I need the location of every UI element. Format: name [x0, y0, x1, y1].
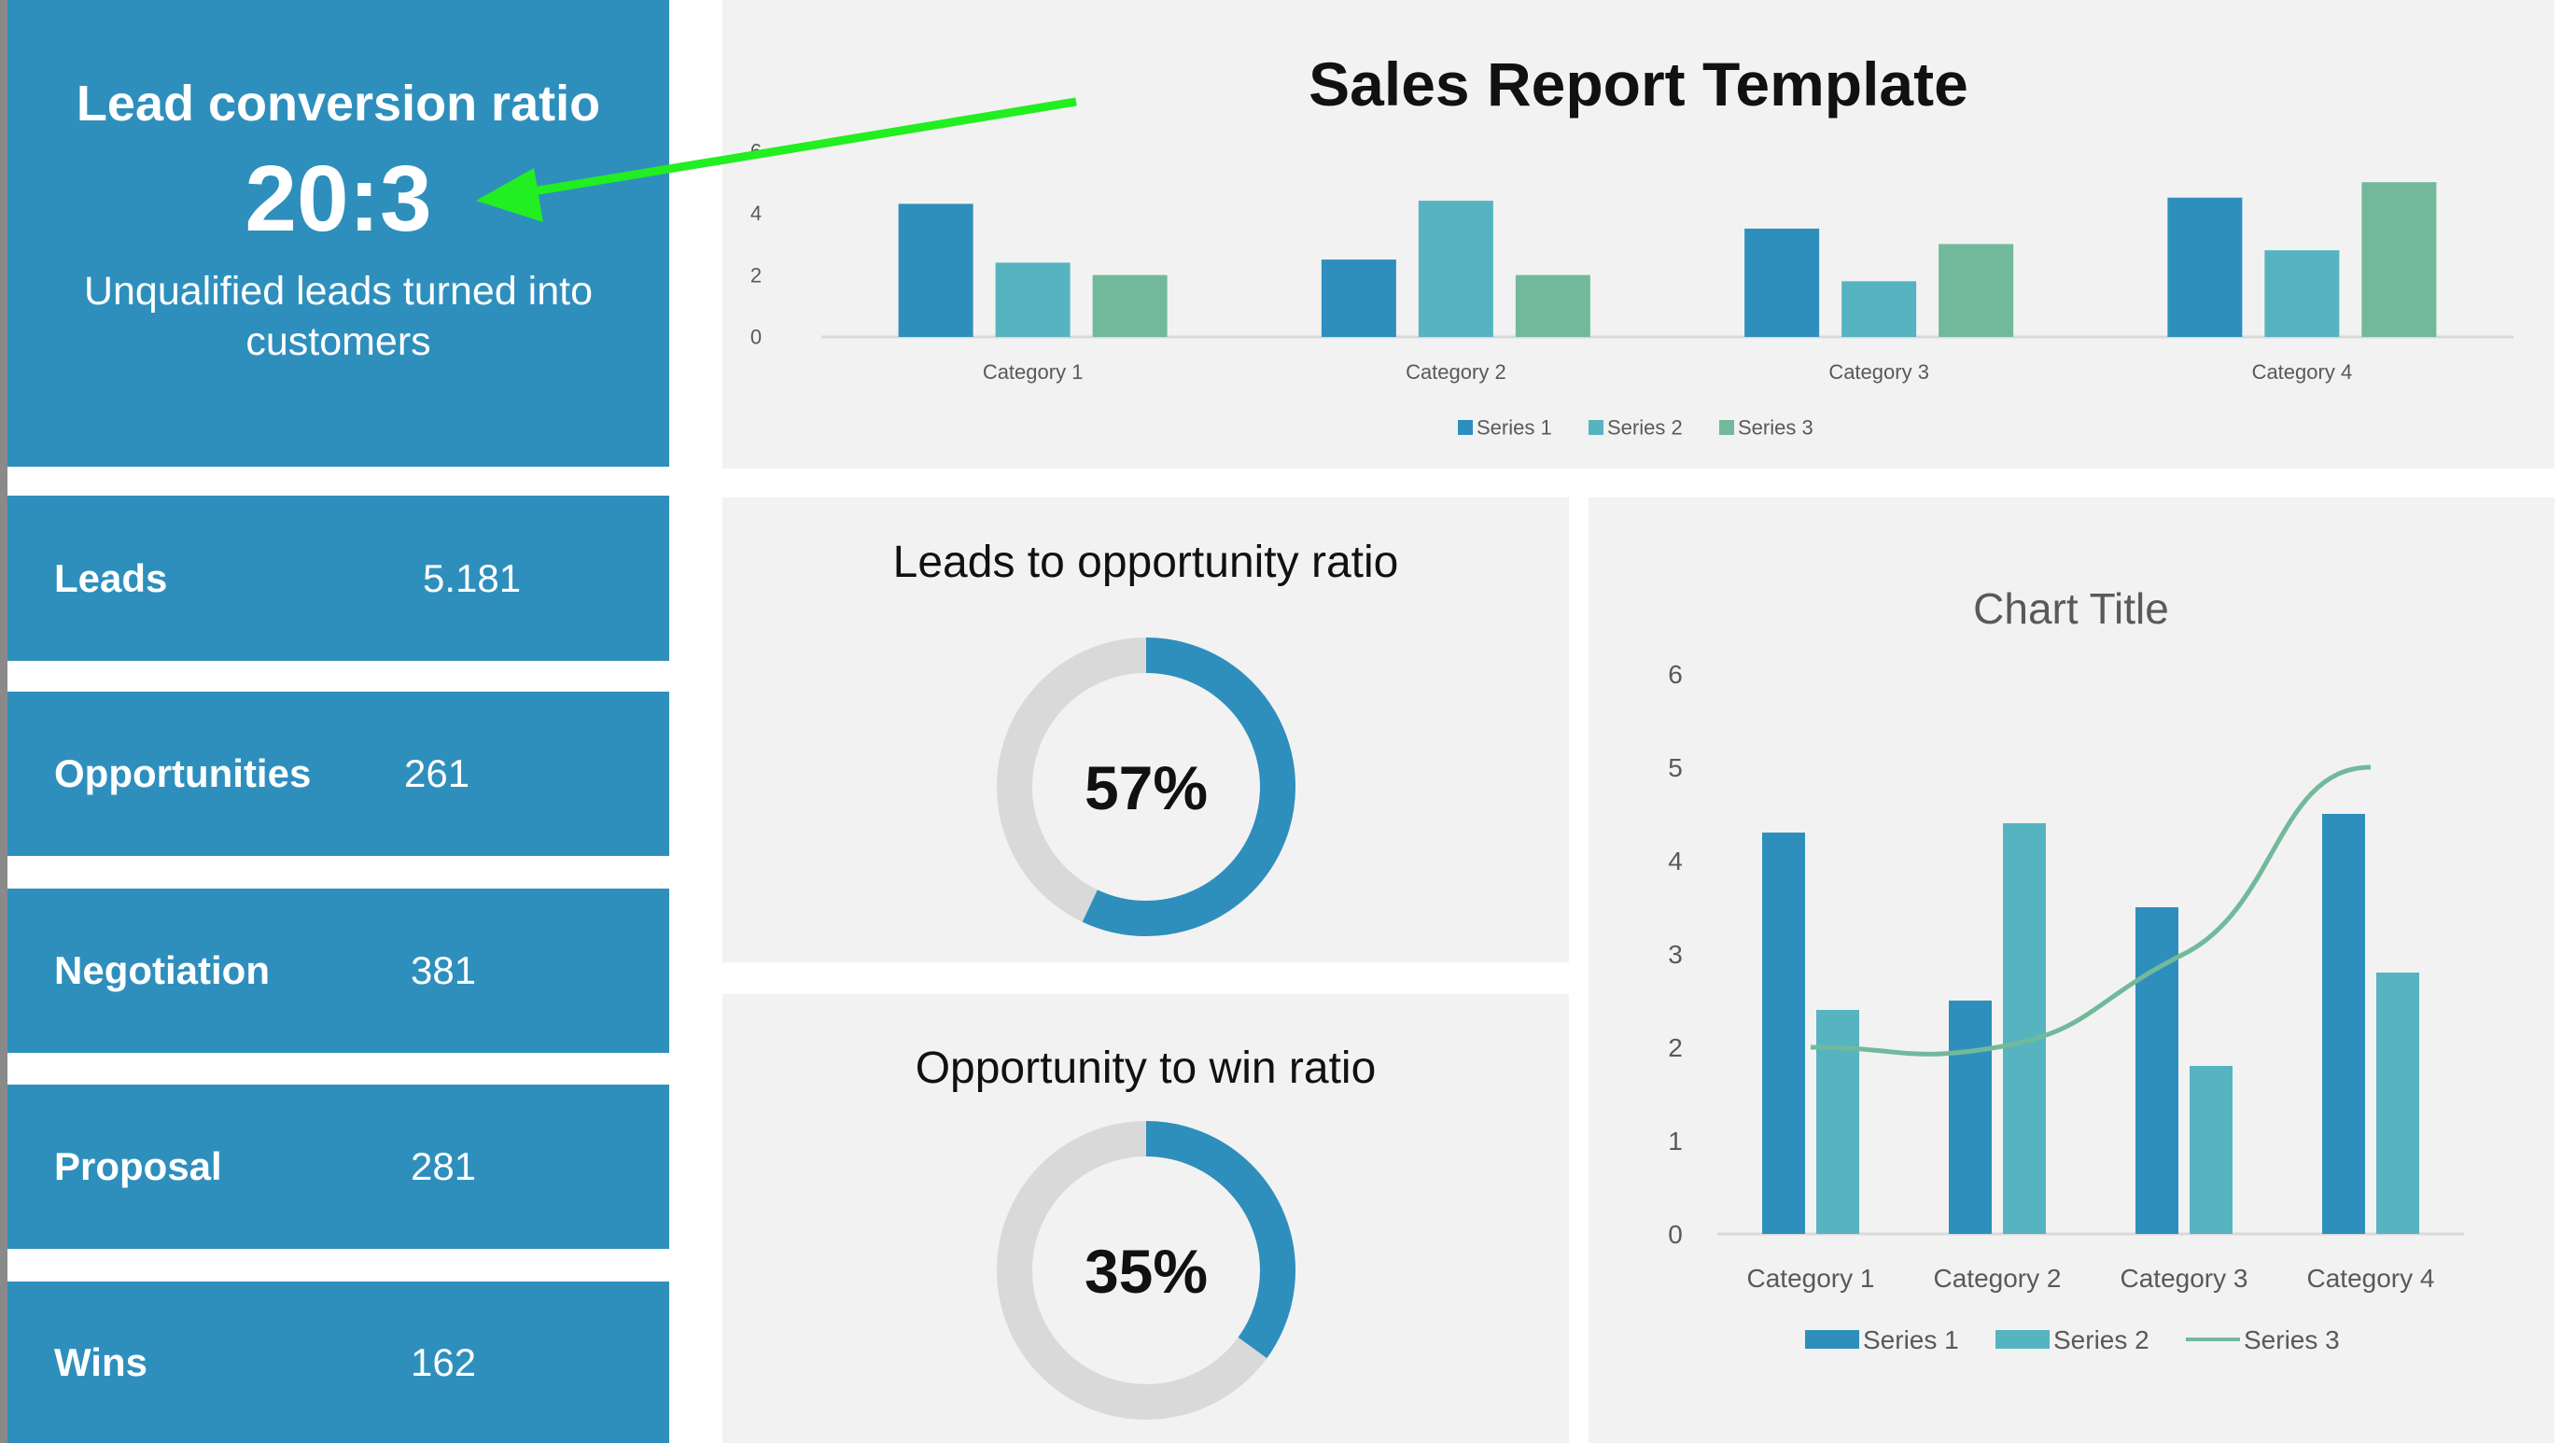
donut-title: Leads to opportunity ratio [892, 538, 1399, 587]
bar-series-2 [2190, 1066, 2233, 1234]
legend-label: Series 3 [2244, 1325, 2340, 1354]
donut-panel-leads: Leads to opportunity ratio 57% [722, 497, 1569, 962]
kpi-subtitle: Unqualified leads turned into customers [83, 269, 594, 364]
left-edge [0, 0, 7, 1443]
donut-percent-label: 35% [1084, 1237, 1207, 1306]
legend-label: Series 2 [1607, 416, 1683, 440]
category-label: Category 2 [1406, 360, 1506, 384]
y-tick-label: 4 [1668, 847, 1683, 876]
y-tick-label: 0 [1668, 1220, 1683, 1249]
bar-series-1 [1949, 1001, 1992, 1234]
y-tick-label: 3 [1668, 940, 1683, 969]
metric-value: 261 [404, 751, 470, 795]
category-label: Category 4 [2307, 1264, 2435, 1293]
legend-swatch-icon [1589, 420, 1603, 435]
bar-series-1 [2322, 814, 2365, 1234]
top-chart-panel: Sales Report Template 0 2 4 6 Category 1 Cate… [722, 0, 2555, 469]
metric-label: Wins [54, 1339, 147, 1384]
bar-series-3 [2361, 182, 2437, 337]
donut-progress-arc [996, 1121, 1295, 1420]
bar-series-1 [1321, 259, 1396, 337]
legend-swatch-icon [1719, 420, 1734, 435]
metric-label: Negotiation [54, 948, 270, 992]
bar-series-2 [995, 262, 1071, 337]
bar-series-1 [1762, 833, 1805, 1234]
donut-chart: 35% [996, 1121, 1295, 1420]
metric-opportunities: Opportunities 261 [7, 692, 669, 856]
metric-label: Opportunities [54, 751, 312, 795]
bar-series-2 [1816, 1010, 1859, 1234]
metric-value: 162 [411, 1339, 477, 1384]
bar-series-2 [1418, 201, 1493, 337]
legend-label: Series 1 [1477, 416, 1552, 440]
donut-chart: 57% [996, 637, 1295, 936]
kpi-value: 20:3 [245, 147, 432, 251]
bar-series-2 [1841, 281, 1917, 337]
bar-series-3 [1092, 274, 1168, 337]
metric-value: 281 [411, 1144, 477, 1188]
metric-negotiation: Negotiation 381 [7, 889, 669, 1053]
y-tick-label: 5 [1668, 753, 1683, 782]
donut-title: Opportunity to win ratio [915, 1044, 1377, 1093]
category-label: Category 2 [1934, 1264, 2062, 1293]
legend-label: Series 2 [2053, 1325, 2149, 1354]
line-series-3 [1810, 764, 2372, 1057]
donut-progress-arc [996, 637, 1295, 936]
legend-swatch-icon [1805, 1330, 1859, 1349]
y-tick-label: 6 [750, 140, 762, 163]
legend-label: Series 3 [1738, 416, 1813, 440]
kpi-title: Lead conversion ratio [76, 76, 601, 132]
bar-series-2 [2376, 973, 2419, 1234]
bar-series-1 [2167, 197, 2243, 337]
metric-proposal: Proposal 281 [7, 1085, 669, 1249]
category-label: Category 4 [2252, 360, 2353, 384]
donut-panel-wins: Opportunity to win ratio 35% [722, 994, 1569, 1443]
metric-value: 381 [411, 948, 477, 992]
metric-label: Leads [54, 555, 168, 600]
bar-series-3 [1939, 244, 2014, 337]
report-title: Sales Report Template [1309, 49, 1968, 119]
metric-wins: Wins 162 [7, 1282, 669, 1443]
y-tick-label: 2 [1668, 1033, 1683, 1062]
legend-swatch-icon [1458, 420, 1473, 435]
kpi-card: Lead conversion ratio 20:3 Unqualified l… [7, 0, 669, 467]
y-tick-label: 6 [1668, 660, 1683, 689]
category-label: Category 3 [2121, 1264, 2248, 1293]
category-label: Category 1 [983, 360, 1084, 384]
bar-series-1 [2135, 907, 2178, 1234]
right-chart-panel: Chart Title 0 1 2 3 4 5 6 Category 1 Category 2 Ca… [1589, 497, 2555, 1443]
y-tick-label: 1 [1668, 1127, 1683, 1156]
category-label: Category 3 [1828, 360, 1929, 384]
bar-series-2 [2003, 823, 2046, 1234]
y-tick-label: 4 [750, 202, 762, 225]
metric-leads: Leads 5.181 [7, 496, 669, 661]
y-tick-label: 0 [750, 326, 762, 349]
combo-chart: Chart Title 0 1 2 3 4 5 6 Category 1 Category 2 Ca… [1668, 584, 2464, 1354]
legend-swatch-icon [1995, 1330, 2050, 1349]
bar-series-1 [898, 203, 973, 337]
y-tick-label: 2 [750, 263, 762, 287]
bar-series-3 [1515, 274, 1590, 337]
donut-percent-label: 57% [1084, 753, 1207, 822]
top-bar-chart: 0 2 4 6 Category 1 Category 2 Category 3 Catego… [750, 140, 2513, 440]
chart-title: Chart Title [1973, 584, 2169, 633]
bar-series-1 [1744, 228, 1820, 337]
legend-label: Series 1 [1863, 1325, 1959, 1354]
metric-label: Proposal [54, 1144, 222, 1188]
category-label: Category 1 [1747, 1264, 1875, 1293]
bar-series-2 [2264, 250, 2340, 337]
metric-value: 5.181 [423, 555, 522, 600]
